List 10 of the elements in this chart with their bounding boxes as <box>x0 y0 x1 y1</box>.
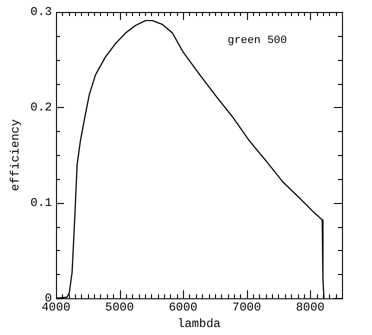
x-tick-label: 5000 <box>105 300 134 315</box>
x-tick-label: 7000 <box>232 300 262 315</box>
x-tick-label: 8000 <box>296 300 325 315</box>
x-axis-title: lambda <box>177 316 221 331</box>
y-tick-label: 0.2 <box>30 100 52 115</box>
y-tick-label: 0.1 <box>30 196 52 210</box>
y-tick-label: 0.3 <box>30 5 52 20</box>
annotation: green 500 <box>228 34 288 47</box>
y-axis-title: efficiency <box>8 119 22 192</box>
x-tick-label: 6000 <box>168 300 198 315</box>
